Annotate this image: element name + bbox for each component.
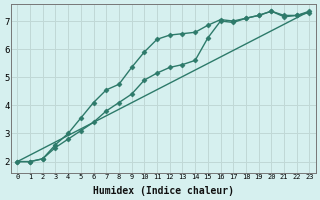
X-axis label: Humidex (Indice chaleur): Humidex (Indice chaleur) (93, 186, 234, 196)
